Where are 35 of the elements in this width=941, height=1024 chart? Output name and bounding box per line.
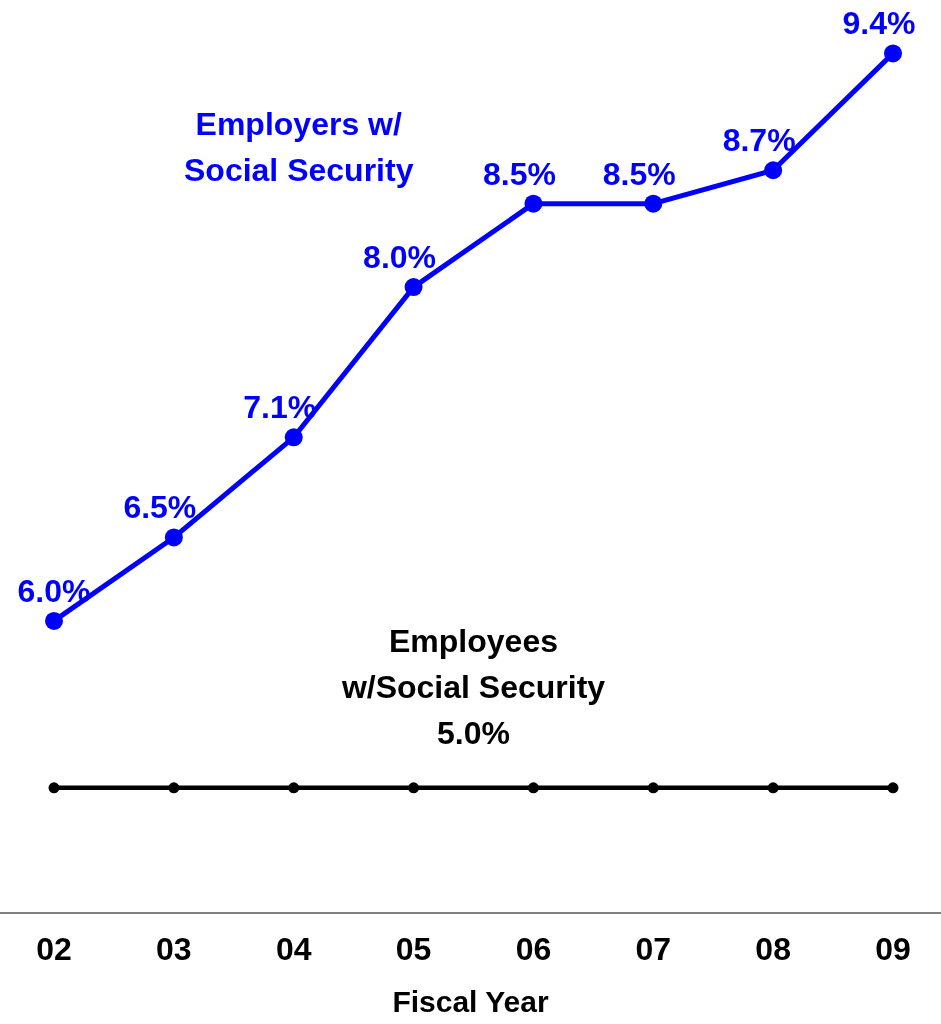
- x-tick-label: 06: [515, 931, 552, 967]
- point: [644, 194, 663, 213]
- point: [168, 782, 180, 794]
- x-axis-title: Fiscal Year: [392, 985, 549, 1018]
- point: [48, 782, 60, 794]
- data-label: 8.0%: [363, 239, 437, 276]
- x-tick-label: 09: [875, 931, 911, 967]
- data-label: 9.4%: [842, 5, 916, 42]
- point: [164, 528, 183, 547]
- point: [284, 428, 303, 447]
- x-tick-label: 05: [395, 931, 432, 967]
- x-tick-label: 07: [635, 931, 672, 967]
- point: [887, 782, 899, 794]
- x-tick-label: 04: [275, 931, 312, 967]
- data-label: 8.5%: [482, 155, 556, 192]
- data-label: 8.5%: [602, 155, 676, 192]
- data-label: 6.5%: [123, 489, 197, 526]
- x-tick-label: 02: [36, 931, 72, 967]
- x-tick-label: 03: [156, 931, 192, 967]
- point: [647, 782, 659, 794]
- x-tick-label: 08: [755, 931, 791, 967]
- point: [764, 161, 783, 180]
- data-label: 8.7%: [722, 122, 796, 159]
- point: [404, 278, 423, 297]
- text: Employers w/ Social Security: [184, 106, 414, 188]
- point: [767, 782, 779, 794]
- point: [884, 44, 902, 63]
- text: Employees w/Social Security: [340, 623, 606, 705]
- point: [527, 782, 539, 794]
- point: [45, 611, 63, 630]
- data-label: 6.0%: [17, 572, 91, 609]
- point: [288, 782, 300, 794]
- point: [524, 194, 543, 213]
- annotation: 5.0%: [437, 715, 510, 751]
- point: [408, 782, 420, 794]
